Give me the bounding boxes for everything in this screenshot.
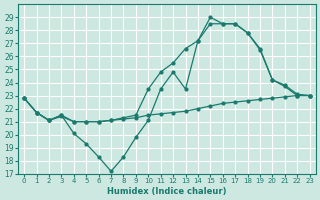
X-axis label: Humidex (Indice chaleur): Humidex (Indice chaleur) — [107, 187, 227, 196]
